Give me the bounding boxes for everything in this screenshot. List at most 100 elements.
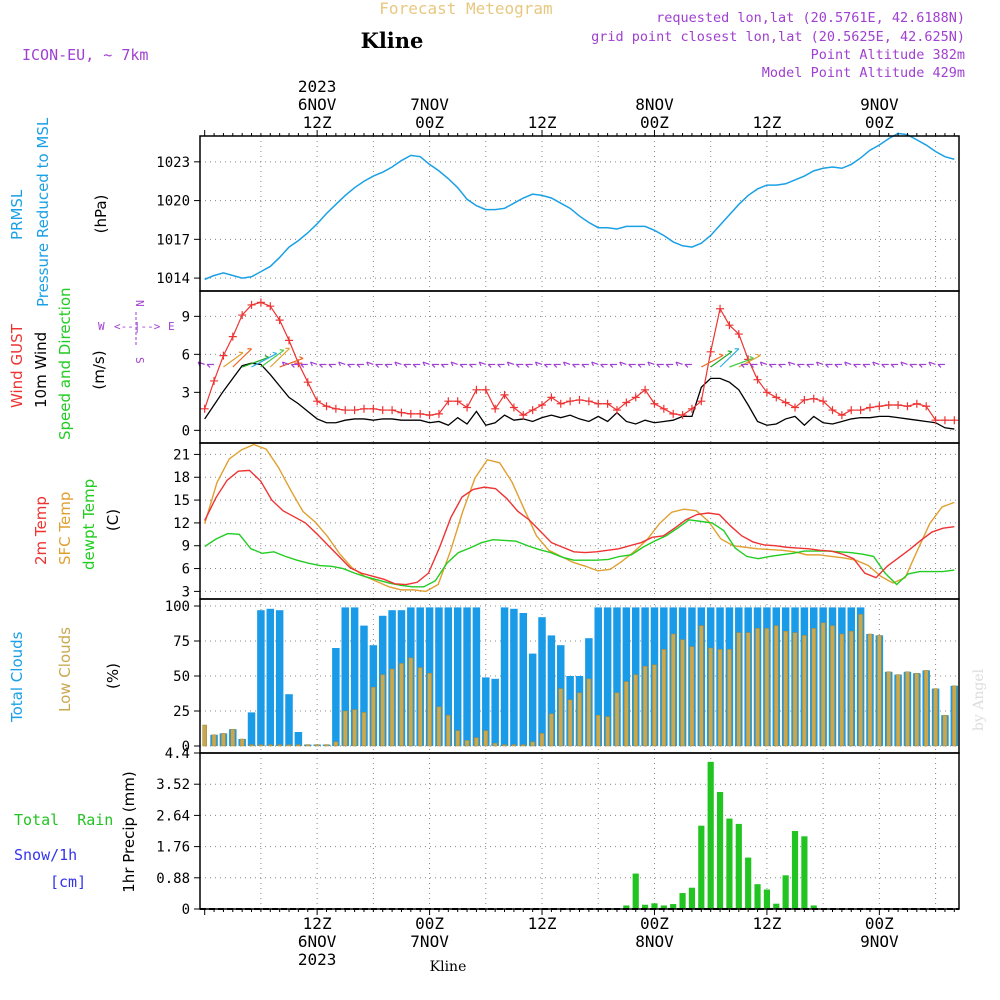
wind-arrow [647,361,655,366]
gust-marker [453,397,462,406]
wind-arrow-head [900,361,904,367]
wind-arrow-head [440,364,445,368]
gust-marker [894,401,903,409]
gust-marker [922,402,931,411]
total-cloud-bar [500,607,509,746]
gust-marker [491,404,500,413]
gust-marker [594,399,603,408]
wind-arrow-head [279,349,284,351]
wind-arrow-head [563,361,566,367]
low-cloud-bar [492,742,498,747]
wind-arrow-head [356,364,361,368]
bottom-time-label: 7NOV [410,932,449,951]
low-cloud-bar [371,686,376,747]
wind-arrow-head [853,364,858,368]
gust-marker [940,416,949,425]
gust-marker [584,397,593,406]
top-time-label: 2023 [298,77,337,96]
wind-arrow-head [403,364,408,368]
requested-coords: requested lon,lat (20.5761E, 42.6188N) [656,10,965,26]
gust-marker [425,411,434,420]
low-cloud-bar [202,724,207,747]
gust-marker [303,378,312,387]
rain-bar [698,825,705,909]
gust-marker [847,406,856,415]
low-cloud-bar [764,628,770,747]
rain-bar [679,893,686,909]
low-cloud-bar [239,738,245,747]
total-cloud-bar [519,613,528,746]
wind-arrow [338,361,346,366]
wind-arrow-head [656,364,661,368]
gust-marker [322,402,331,411]
wind-arrow-head [740,364,745,368]
pressure-line [204,132,955,281]
gust-marker [397,408,406,417]
low-cloud-bar [605,716,610,747]
y-tick-label: 0 [182,423,190,439]
low-cloud-label: Low Clouds [56,627,74,712]
low-cloud-bar [474,737,479,747]
wind-arrow [223,352,244,368]
rain-bar [763,889,770,909]
footer-location: Kline [430,959,467,975]
snow-label: Snow/1h [14,846,77,864]
rain-bar [773,903,780,909]
low-cloud-bar [858,614,863,747]
wind-arrow-head [759,361,763,367]
gust-label: Wind GUST [8,323,26,408]
gust-marker [575,395,584,404]
wind-arrow-head [394,361,398,367]
y-tick-label: 9 [182,539,190,555]
rain-bar [726,818,733,909]
wind-arrow [844,361,852,366]
point-altitude: Point Altitude 382m [811,47,965,63]
y-tick-label: 1017 [156,232,190,248]
wind-arrow [816,361,824,366]
gust-marker [669,409,678,418]
wind-arrow [251,353,278,368]
gust-marker [781,398,790,407]
gust-marker [828,406,837,415]
y-tick-label: 6 [182,562,190,578]
gust-marker [716,304,725,313]
gust-marker [509,403,518,412]
rain-label: Total Rain [14,811,113,829]
wind-arrow-head [347,364,352,368]
wind-arrow-head [422,361,426,367]
rain-bar [810,905,817,909]
low-cloud-bar [839,633,845,747]
compass-n: N [133,300,146,307]
y-tick-label: 0.88 [156,871,190,887]
gust-marker [341,406,350,415]
gust-marker [566,397,575,406]
wind-dir-label: Speed and Direction [56,287,74,440]
wind-arrow-head [768,364,773,368]
compass-e: E [168,320,175,333]
wind-arrow-head [515,364,520,368]
low-cloud-bar [342,710,348,747]
precip-unit: 1hr Precip (mm) [120,771,138,892]
wind-arrow [710,351,733,368]
low-cloud-bar [455,730,460,747]
total-cloud-bar [491,678,499,746]
wind-arrow-head [796,364,801,368]
gust-marker [809,394,818,403]
gust-marker [687,404,696,413]
gust-marker [753,375,762,384]
gust-marker [865,403,874,412]
top-time-label: 00Z [415,113,444,132]
chart-title: Forecast Meteogram [379,0,552,18]
wind-arrow-head [637,364,642,368]
rain-bar [651,903,658,909]
wind-arrow-head [825,364,829,368]
low-cloud-bar [502,744,507,747]
low-cloud-bar [258,744,264,747]
total-cloud-bar [435,607,443,746]
wind-arrow [450,361,458,366]
gust-marker [659,404,668,413]
low-cloud-bar [267,744,273,747]
low-cloud-bar [211,734,217,747]
dew-label: dewpt Temp [80,479,98,570]
wind-arrow-head [384,364,389,368]
